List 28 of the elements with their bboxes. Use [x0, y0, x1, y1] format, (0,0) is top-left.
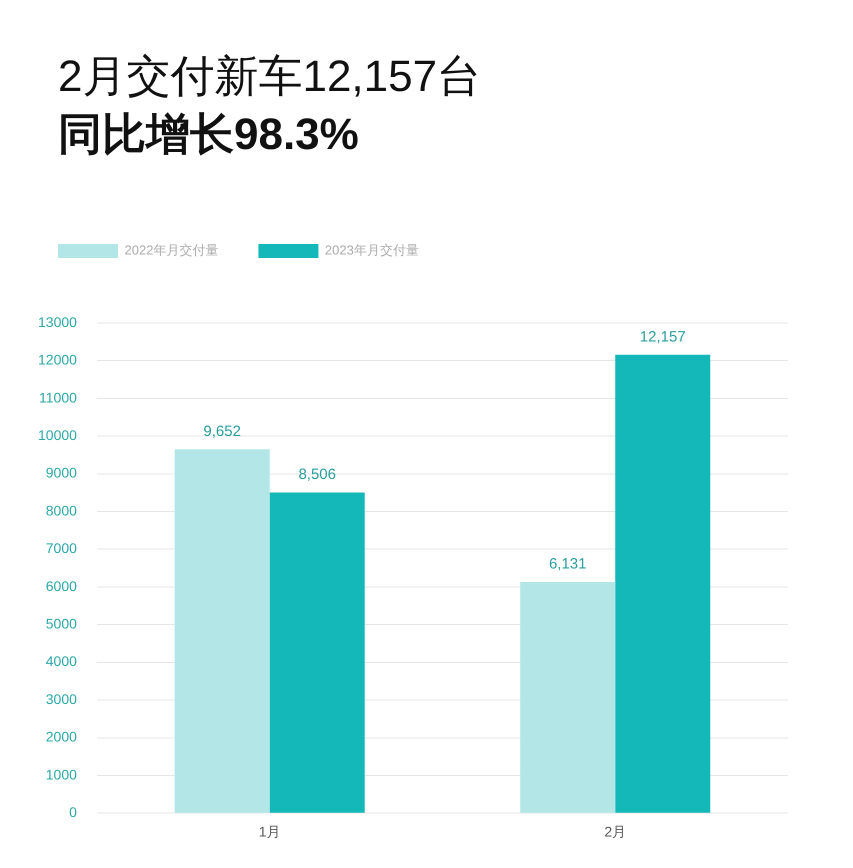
y-tick-label: 5000: [46, 616, 78, 632]
data-label: 6,131: [548, 556, 586, 573]
y-tick-label: 13000: [38, 314, 78, 330]
data-label: 8,506: [298, 466, 336, 484]
chart-title: 2月交付新车12,157台: [58, 51, 482, 103]
data-label: 12,157: [640, 328, 686, 346]
y-tick-label: 6000: [46, 578, 78, 594]
bar: [270, 492, 365, 813]
data-label: 9,652: [203, 422, 241, 440]
legend-label: 2023年月交付量: [324, 242, 419, 258]
y-tick-label: 2000: [46, 728, 78, 745]
x-tick-label: 2月: [604, 823, 626, 840]
y-tick-label: 7000: [46, 540, 78, 556]
y-tick-label: 9000: [46, 464, 78, 481]
y-tick-label: 11000: [39, 389, 78, 406]
y-tick-label: 8000: [46, 502, 78, 518]
x-tick-label: 1月: [258, 823, 281, 840]
y-tick-label: 12000: [38, 352, 78, 368]
y-tick-label: 4000: [46, 653, 78, 670]
y-tick-label: 10000: [38, 426, 78, 443]
bar: [174, 449, 270, 813]
y-tick-label: 1000: [46, 766, 78, 782]
bar: [615, 354, 710, 813]
bar: [520, 582, 616, 813]
y-tick-label: 3000: [46, 690, 78, 707]
chart-subtitle: 同比增长98.3%: [58, 109, 360, 161]
y-tick-label: 0: [69, 804, 78, 820]
legend-label: 2022年月交付量: [124, 242, 218, 258]
